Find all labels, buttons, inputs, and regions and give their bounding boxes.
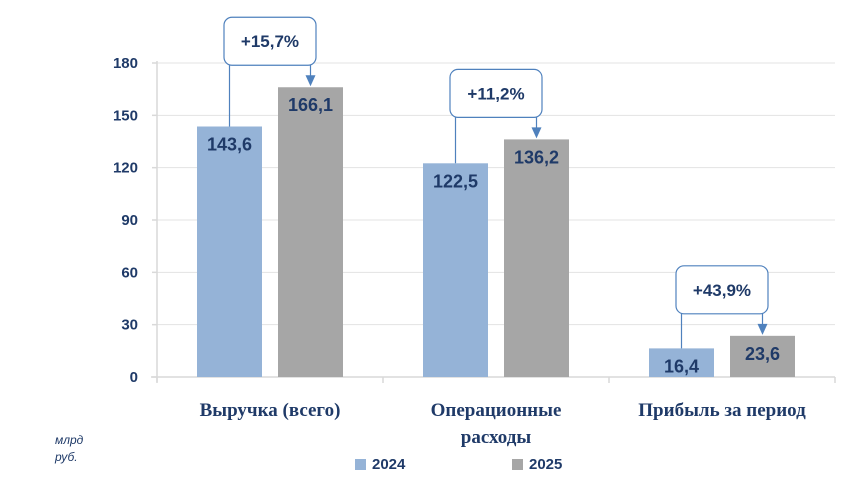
annotation-box [449,68,543,119]
legend-label-2024: 2024 [372,456,406,473]
unit-label-line-2: руб. [55,450,78,464]
y-tick-label: 120 [113,160,138,177]
annotation-label: +43,9% [693,281,751,300]
y-tick-label: 180 [113,55,138,72]
annotation-arrowhead [305,75,316,87]
annotation-box [223,16,317,66]
bar-2024 [197,126,262,378]
unit-label: млрд руб. [55,432,83,466]
bar-2025 [730,335,795,377]
unit-label-line-1: млрд [55,433,84,447]
y-tick-label: 60 [121,264,138,281]
data-label: 136,2 [514,147,559,167]
annotation-label: +11,2% [467,84,524,103]
legend-item-2024: 2024 [355,456,405,473]
category-label: Прибыль за период [638,400,806,421]
annotation-box [675,265,769,315]
y-tick-label: 150 [113,107,138,124]
data-label: 166,1 [288,95,333,115]
data-label: 23,6 [745,344,780,364]
bar-2024 [423,163,488,377]
y-tick-label: 30 [121,317,138,334]
category-label: расходы [461,427,532,448]
y-tick-label: 90 [121,212,138,229]
data-label: 16,4 [664,356,699,376]
legend-label-2025: 2025 [529,456,563,473]
bar-2025 [504,139,569,377]
data-label: 122,5 [433,171,478,191]
annotation-arrowhead [531,127,542,139]
legend-item-2025: 2025 [512,456,562,473]
y-tick-label: 0 [130,369,138,386]
bar-2024 [649,348,714,377]
category-label: Операционные [431,400,562,421]
bar-2025 [278,87,343,378]
data-label: 143,6 [207,134,252,154]
legend-swatch-2024 [355,459,366,470]
annotation-arrowhead [757,323,768,335]
category-label: Выручка (всего) [200,400,341,421]
legend-swatch-2025 [512,459,523,470]
annotation-label: +15,7% [241,32,299,51]
